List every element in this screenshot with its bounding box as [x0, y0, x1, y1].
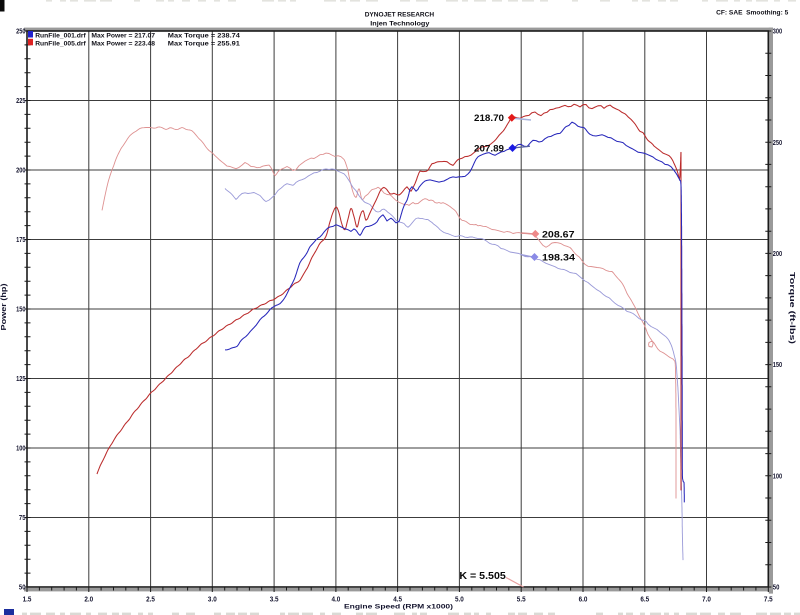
svg-text:50: 50	[19, 585, 26, 592]
svg-text:3.0: 3.0	[208, 596, 217, 603]
svg-text:Max Power = 223.48: Max Power = 223.48	[91, 40, 155, 47]
svg-text:Injen Technology: Injen Technology	[370, 20, 429, 27]
svg-text:Max Torque = 255.91: Max Torque = 255.91	[168, 40, 240, 47]
svg-text:207.89: 207.89	[474, 143, 504, 154]
svg-text:6.5: 6.5	[640, 596, 649, 603]
svg-text:K = 5.505: K = 5.505	[459, 571, 506, 582]
svg-text:218.70: 218.70	[474, 113, 504, 124]
svg-text:198.34: 198.34	[542, 253, 576, 264]
svg-text:Power (hp): Power (hp)	[1, 284, 8, 331]
svg-text:250: 250	[16, 29, 25, 36]
svg-text:DYNOJET RESEARCH: DYNOJET RESEARCH	[365, 11, 435, 18]
svg-text:5.5: 5.5	[517, 596, 526, 603]
svg-text:100: 100	[16, 446, 25, 453]
svg-text:175: 175	[16, 237, 25, 244]
svg-text:RunFile_005.drf: RunFile_005.drf	[35, 40, 86, 47]
svg-text:3.5: 3.5	[270, 596, 279, 603]
svg-text:75: 75	[19, 515, 26, 522]
svg-text:7.5: 7.5	[764, 596, 773, 603]
svg-text:225: 225	[16, 98, 25, 105]
svg-text:4.5: 4.5	[393, 596, 402, 603]
svg-text:150: 150	[16, 307, 25, 314]
svg-text:2.5: 2.5	[146, 596, 155, 603]
svg-text:150: 150	[773, 362, 782, 369]
svg-text:CF: SAE Smoothing: 5: CF: SAE Smoothing: 5	[716, 10, 788, 17]
svg-text:7.0: 7.0	[702, 596, 711, 603]
svg-text:Torque (ft-lbs): Torque (ft-lbs)	[788, 272, 795, 344]
svg-text:Engine Speed (RPM x1000): Engine Speed (RPM x1000)	[344, 603, 453, 610]
svg-text:100: 100	[773, 473, 782, 480]
svg-text:4.0: 4.0	[331, 596, 340, 603]
svg-text:Max Torque = 238.74: Max Torque = 238.74	[168, 32, 240, 39]
svg-text:200: 200	[16, 168, 25, 175]
svg-text:Max Power = 217.07: Max Power = 217.07	[91, 32, 155, 39]
svg-text:200: 200	[773, 251, 782, 258]
svg-text:125: 125	[16, 376, 25, 383]
svg-text:50: 50	[773, 585, 780, 592]
svg-text:250: 250	[773, 140, 782, 147]
svg-text:6.0: 6.0	[579, 596, 588, 603]
svg-text:208.67: 208.67	[542, 229, 575, 240]
svg-text:2.0: 2.0	[84, 596, 93, 603]
svg-text:RunFile_001.drf: RunFile_001.drf	[35, 32, 86, 39]
svg-text:1.5: 1.5	[23, 596, 32, 603]
svg-text:300: 300	[773, 29, 782, 36]
svg-text:5.0: 5.0	[455, 596, 464, 603]
